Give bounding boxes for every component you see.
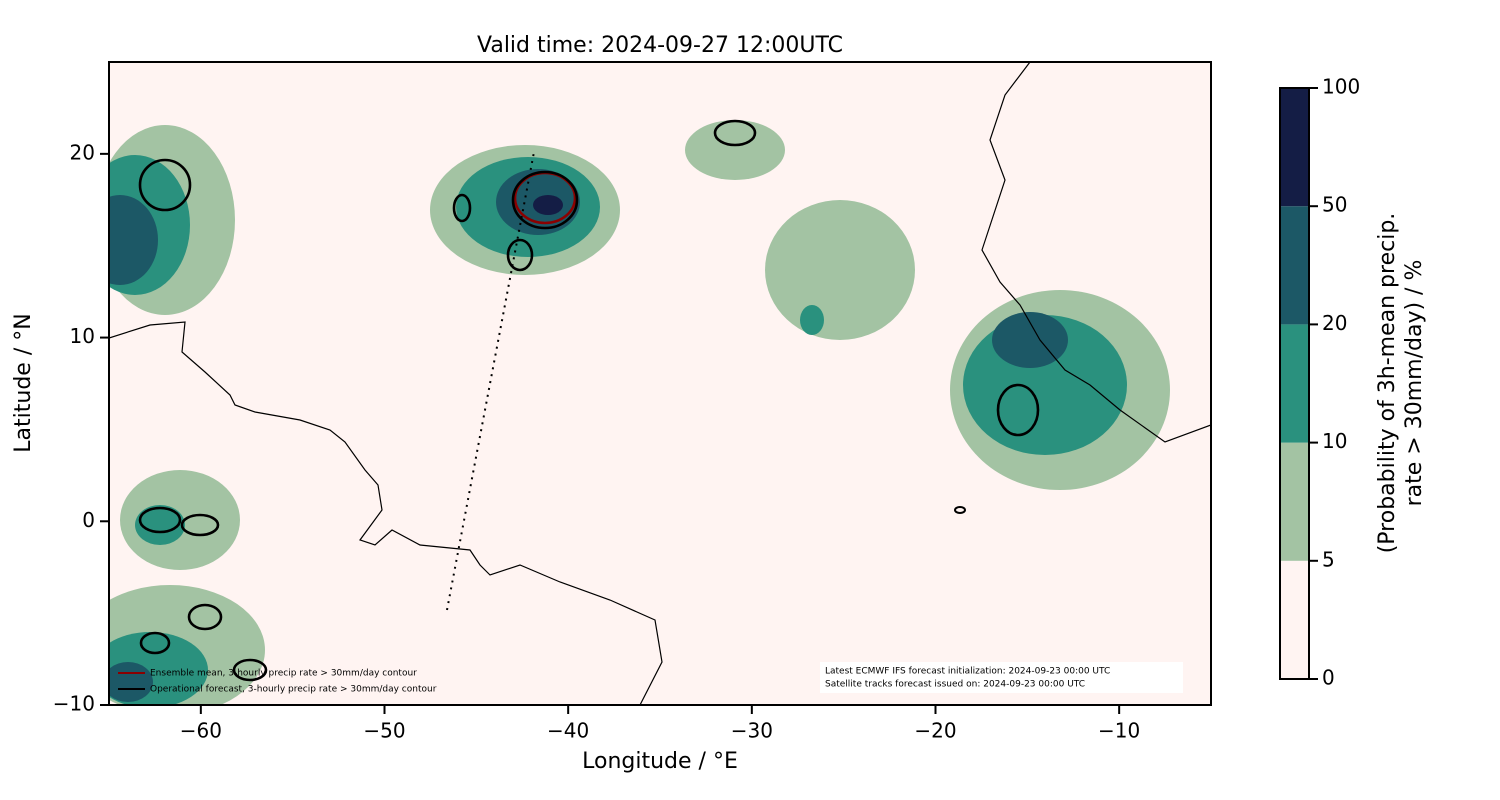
coastline xyxy=(109,321,663,705)
operational-contour xyxy=(138,158,192,212)
x-tick-label: −30 xyxy=(731,719,773,743)
y-tick-label: 20 xyxy=(70,140,95,164)
colorbar-tick-label: 5 xyxy=(1322,547,1335,571)
colorbar-tick-label: 50 xyxy=(1322,193,1347,217)
operational-contour xyxy=(996,383,1040,437)
field-region xyxy=(765,200,915,340)
operational-contour xyxy=(452,193,472,223)
field-region xyxy=(109,662,153,702)
y-tick-label: −10 xyxy=(53,692,95,716)
overlays xyxy=(109,62,1211,705)
field-region xyxy=(533,195,563,215)
field-region xyxy=(135,505,185,545)
coastline xyxy=(981,62,1211,443)
x-tick-label: −20 xyxy=(914,719,956,743)
operational-contour xyxy=(232,658,268,682)
colorbar-label: (Probability of 3h-mean precip. xyxy=(1375,213,1400,554)
y-tick-label: 0 xyxy=(82,508,95,532)
field-region xyxy=(109,195,158,285)
colorbar-label: rate > 30mm/day) / % xyxy=(1402,260,1427,507)
y-axis-label: Latitude / °N xyxy=(11,313,36,452)
colorbar-tick-label: 10 xyxy=(1322,429,1347,453)
colorbar-frame xyxy=(1279,87,1310,680)
legend-label: Ensemble mean, 3-hourly precip rate > 30… xyxy=(150,669,417,679)
x-tick-label: −50 xyxy=(363,719,405,743)
x-tick-label: −60 xyxy=(180,719,222,743)
precip-field xyxy=(109,120,1170,705)
x-axis-label: Longitude / °E xyxy=(582,749,738,774)
colorbar-tick-label: 100 xyxy=(1322,75,1360,99)
operational-contour xyxy=(713,119,757,147)
colorbar-segment xyxy=(1280,206,1309,325)
operational-contour xyxy=(506,238,534,272)
colorbar-segment xyxy=(1280,324,1309,443)
operational-contour xyxy=(954,506,966,514)
operational-contour xyxy=(187,603,223,631)
x-tick-label: −10 xyxy=(1098,719,1140,743)
operational-contour xyxy=(139,631,171,655)
colorbar-segment xyxy=(1280,560,1309,679)
field-region xyxy=(685,120,785,180)
operational-contour xyxy=(511,170,579,230)
field-region xyxy=(992,312,1068,368)
plot-frame xyxy=(108,61,1212,706)
legend-label: Operational forecast, 3-hourly precip ra… xyxy=(150,685,437,695)
annotation: Latest ECMWF IFS forecast initialization… xyxy=(825,667,1110,677)
colorbar-segment xyxy=(1280,442,1309,561)
annotation: Satellite tracks forecast issued on: 202… xyxy=(825,680,1085,690)
operational-contour xyxy=(138,506,182,534)
x-tick-label: −40 xyxy=(547,719,589,743)
field-region xyxy=(800,305,824,335)
colorbar-tick-label: 20 xyxy=(1322,311,1347,335)
y-tick-label: 10 xyxy=(70,324,95,348)
colorbar-tick-label: 0 xyxy=(1322,666,1335,690)
colorbar-segment xyxy=(1280,88,1309,207)
map-title: Valid time: 2024-09-27 12:00UTC xyxy=(477,33,843,58)
operational-contour xyxy=(180,513,220,537)
annotation-box xyxy=(820,662,1183,693)
satellite-track xyxy=(446,151,535,611)
